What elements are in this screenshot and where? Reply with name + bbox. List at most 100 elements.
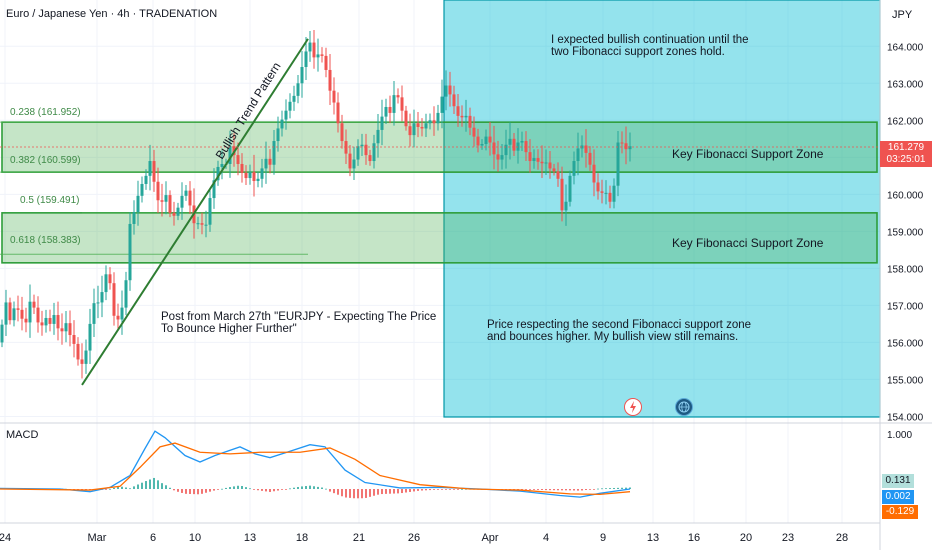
candle-body: [348, 153, 352, 169]
candle-body: [16, 308, 20, 310]
macd-hist-bar: [249, 488, 251, 490]
macd-hist-bar: [233, 486, 235, 489]
macd-hist-bar: [117, 486, 119, 489]
macd-hist-bar: [153, 477, 155, 489]
macd-hist-bar: [205, 489, 207, 493]
candle-body: [460, 115, 464, 118]
macd-hist-bar: [113, 487, 115, 489]
macd-hist-bar: [369, 489, 371, 497]
time-tick-label: 10: [189, 532, 201, 544]
candle-body: [220, 163, 224, 167]
macd-hist-bar: [349, 489, 351, 498]
time-axis[interactable]: 24 Mar 6 10 13 18 21 26 Apr 4 9 13 16 20 23 28: [0, 532, 848, 544]
candle-body: [292, 95, 296, 102]
candle-body: [588, 152, 592, 165]
candle-body: [500, 155, 504, 160]
candle-body: [360, 144, 364, 147]
candle-body: [428, 120, 432, 124]
candle-body: [284, 110, 288, 120]
price-axis[interactable]: 164.000163.000162.000161.000160.000159.0…: [887, 42, 924, 423]
macd-hist-bar: [453, 489, 455, 490]
macd-hist-bar: [605, 488, 607, 490]
macd-hist-bar: [549, 489, 551, 491]
candle-body: [624, 143, 628, 150]
macd-hist-bar: [629, 487, 631, 489]
highlight-region: [443, 0, 881, 418]
candle-body: [116, 315, 120, 320]
candle-body: [408, 126, 412, 136]
candle-body: [560, 178, 564, 211]
candle-body: [276, 128, 280, 142]
time-tick-label: Mar: [88, 532, 107, 544]
macd-axis-tick: 1.000: [887, 430, 913, 441]
annotation-top-line-2: two Fibonacci support zones hold.: [551, 46, 725, 58]
macd-hist-bar: [209, 489, 211, 492]
candle-body: [324, 55, 328, 70]
price-tick-label: 156.000: [887, 338, 924, 349]
candle-body: [568, 175, 572, 202]
macd-hist-bar: [461, 488, 463, 490]
macd-hist-bar: [325, 488, 327, 490]
candle-body: [188, 190, 192, 206]
candle-body: [376, 129, 380, 144]
candle-body: [616, 142, 620, 186]
macd-hist-bar: [225, 487, 227, 489]
candle-body: [480, 143, 484, 146]
macd-hist-bar: [137, 484, 139, 489]
candle-body: [88, 323, 92, 351]
macd-hist-bar: [125, 487, 127, 489]
candle-body: [156, 181, 160, 201]
candle-body: [144, 175, 148, 184]
annotation-top-line-1: I expected bullish continuation until th…: [551, 34, 749, 46]
time-tick-label: Apr: [481, 532, 498, 544]
macd-hist-bar: [281, 489, 283, 490]
annotation-bottom: Price respecting the second Fibonacci su…: [487, 319, 751, 343]
candle-body: [120, 307, 124, 320]
macd-hist-tag: 0.131: [882, 474, 914, 488]
candle-body: [424, 123, 428, 129]
candle-body: [236, 155, 240, 164]
macd-hist-bar: [541, 489, 543, 490]
candle-body: [332, 90, 336, 103]
candle-body: [532, 158, 536, 162]
candle-body: [388, 106, 392, 113]
candle-body: [104, 274, 108, 293]
globe-icon[interactable]: [675, 398, 693, 416]
price-tick-label: 155.000: [887, 375, 924, 386]
macd-hist-bar: [445, 489, 447, 490]
candle-body: [420, 126, 424, 129]
candle-body: [352, 159, 356, 169]
candle-body: [180, 195, 184, 208]
macd-hist-bar: [129, 488, 131, 490]
macd-hist-bar: [565, 489, 567, 491]
macd-hist-bar: [185, 489, 187, 494]
candle-body: [40, 322, 44, 326]
candle-body: [84, 350, 88, 364]
candle-body: [416, 123, 420, 127]
candle-body: [432, 120, 436, 124]
candle-body: [208, 198, 212, 225]
macd-hist-bar: [553, 489, 555, 491]
candle-body: [472, 127, 476, 137]
candle-body: [504, 144, 508, 156]
macd-hist-bar: [305, 486, 307, 489]
flash-icon[interactable]: [624, 398, 642, 416]
candle-body: [492, 142, 496, 155]
macd-hist-bar: [121, 486, 123, 489]
currency-label[interactable]: JPY: [892, 9, 913, 21]
macd-indicator-label[interactable]: MACD: [6, 429, 39, 441]
candle-body: [204, 224, 208, 226]
candle-body: [44, 317, 48, 326]
candle-body: [184, 190, 188, 196]
candle-body: [256, 178, 260, 182]
candle-body: [464, 115, 468, 118]
time-tick-label: 23: [782, 532, 794, 544]
candle-body: [456, 106, 460, 116]
candle-body: [152, 161, 156, 182]
annotation-bottom-line-1: Price respecting the second Fibonacci su…: [487, 319, 752, 331]
candle-body: [244, 172, 248, 179]
macd-hist-bar: [149, 479, 151, 489]
fib-label-0238: 0.238 (161.952): [10, 107, 81, 118]
fib-label-0618: 0.618 (158.383): [10, 235, 81, 246]
